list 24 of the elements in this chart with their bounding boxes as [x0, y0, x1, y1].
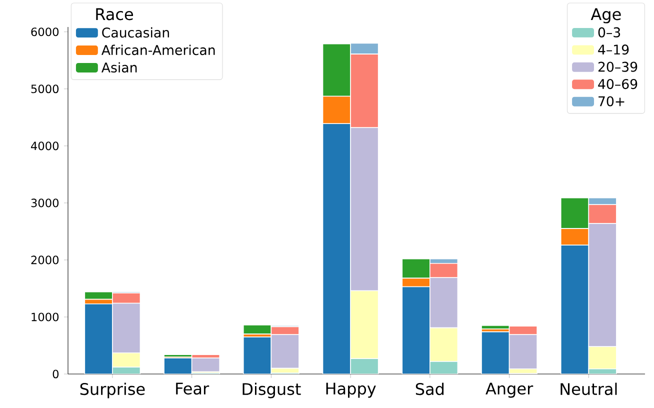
- y-tick-label: 3000: [31, 198, 59, 208]
- legend-title: Age: [590, 8, 621, 24]
- x-tick-label: Sad: [416, 382, 444, 396]
- y-tick-label: 4000: [30, 142, 59, 150]
- x-tick-label: Disgust: [242, 382, 301, 398]
- legend-label: 40–69: [598, 78, 638, 90]
- x-tick-label: Neutral: [560, 382, 617, 396]
- x-tick-label: Happy: [326, 382, 376, 398]
- y-tick-label: 6000: [31, 28, 59, 36]
- y-tick-label: 2000: [31, 256, 59, 264]
- legend-label: Caucasian: [102, 27, 169, 38]
- legend-label: African-American: [101, 44, 215, 56]
- x-tick-label: Anger: [486, 382, 534, 398]
- x-tick-label: Fear: [176, 382, 210, 395]
- y-tick-label: 1000: [32, 312, 59, 322]
- legend-title: Race: [96, 8, 134, 20]
- legend-label: Asian: [101, 62, 137, 73]
- legend-label: 0–3: [598, 27, 620, 38]
- x-tick-label: Surprise: [80, 382, 145, 398]
- y-tick-label: 0: [52, 370, 59, 378]
- legend-label: 70+: [598, 96, 624, 106]
- legend-label: 4–19: [598, 44, 629, 55]
- legend-label: 20–39: [598, 62, 638, 72]
- y-tick-label: 5000: [31, 84, 59, 94]
